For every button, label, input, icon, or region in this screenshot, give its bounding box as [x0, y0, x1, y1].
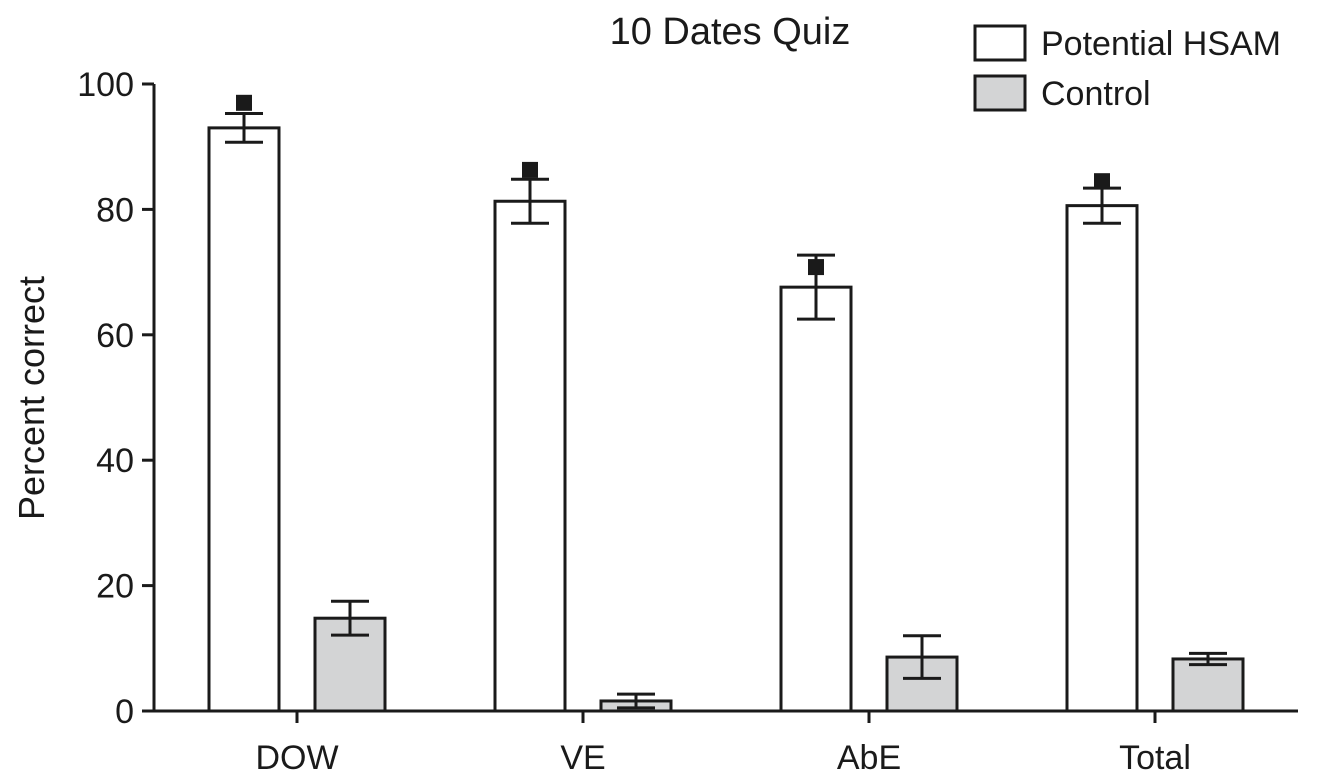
data-marker [522, 161, 538, 178]
y-tick-label: 100 [77, 66, 134, 104]
x-tick-label: Total [1119, 739, 1191, 775]
y-axis-title: Percent correct [11, 276, 52, 520]
legend: Potential HSAM Control [973, 24, 1281, 113]
data-marker [236, 94, 252, 111]
legend-entry: Potential HSAM [1041, 25, 1281, 63]
bars [207, 94, 1245, 713]
x-tick-label: AbE [837, 739, 901, 775]
y-tick-label: 60 [96, 317, 134, 355]
data-marker [1094, 173, 1110, 190]
chart-title: 10 Dates Quiz [610, 11, 851, 53]
bar [1171, 657, 1245, 713]
legend-swatch [973, 24, 1027, 62]
y-tick-label: 40 [96, 442, 134, 480]
bar [779, 285, 853, 713]
data-marker [808, 259, 824, 276]
y-tick-label: 80 [96, 191, 134, 229]
x-tick-label: VE [560, 739, 605, 775]
bar [1065, 204, 1139, 713]
y-tick-label: 0 [115, 693, 134, 731]
x-tick-label: DOW [255, 739, 338, 775]
legend-entry: Control [1041, 75, 1151, 113]
bar [493, 199, 567, 713]
bar [207, 126, 281, 713]
legend-swatch [973, 74, 1027, 112]
y-tick-label: 20 [96, 568, 134, 606]
